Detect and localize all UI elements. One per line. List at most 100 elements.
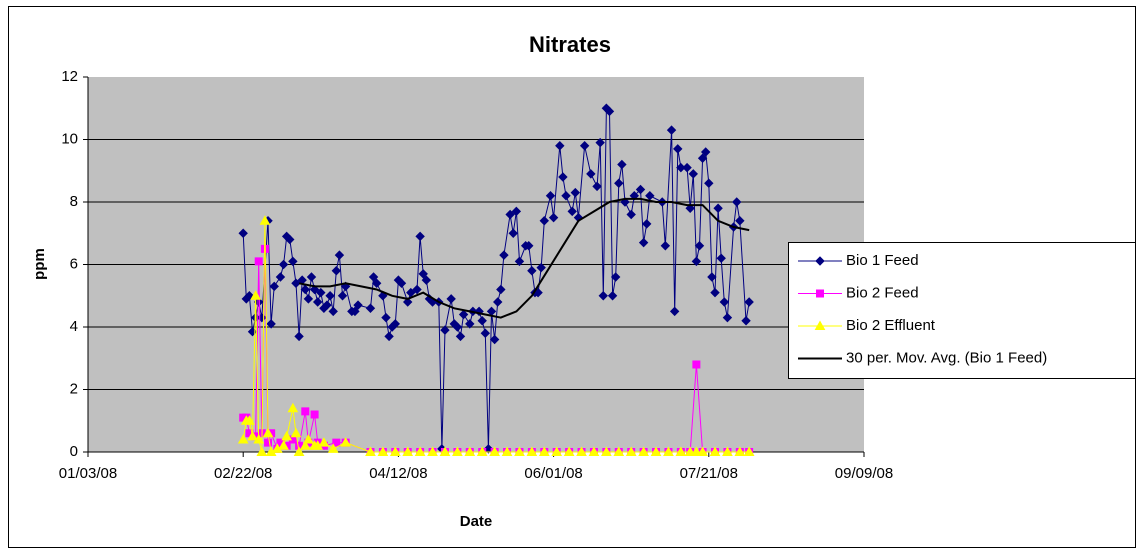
- triangle-marker: [675, 446, 687, 456]
- diamond-marker: [269, 281, 279, 292]
- square-marker: [816, 289, 824, 298]
- diamond-marker: [312, 297, 323, 307]
- triangle-marker: [663, 446, 674, 456]
- diamond-marker: [595, 137, 605, 148]
- legend-label: Bio 2 Feed: [846, 284, 919, 301]
- diamond-marker: [415, 231, 425, 242]
- series-layer: [237, 103, 755, 456]
- series-line: [298, 197, 750, 319]
- diamond-marker: [477, 316, 487, 326]
- diamond-marker: [561, 191, 571, 201]
- diamond-marker: [598, 291, 608, 301]
- diamond-marker: [688, 169, 698, 179]
- triangle-marker: [244, 415, 255, 425]
- triangle-marker: [402, 446, 414, 456]
- triangle-marker: [613, 446, 625, 456]
- diamond-marker: [694, 241, 705, 251]
- diamond-marker: [365, 303, 376, 313]
- diamond-marker: [465, 319, 475, 329]
- diamond-marker: [238, 228, 248, 238]
- diamond-marker: [291, 278, 301, 288]
- triangle-marker: [709, 446, 721, 456]
- triangle-marker: [650, 446, 662, 456]
- y-tick-label: 10: [61, 130, 78, 147]
- diamond-marker: [567, 206, 577, 217]
- x-tick-label: 07/21/08: [680, 465, 738, 482]
- x-tick-label: 04/12/08: [369, 465, 427, 482]
- diamond-marker: [275, 272, 286, 282]
- diamond-marker: [626, 209, 636, 220]
- diamond-marker: [527, 266, 537, 276]
- square-marker: [692, 360, 701, 369]
- diamond-marker: [682, 162, 692, 173]
- triangle-marker: [526, 446, 538, 456]
- diamond-marker: [685, 203, 695, 213]
- triangle-marker: [250, 290, 261, 300]
- diamond-marker: [384, 331, 394, 342]
- triangle-marker: [278, 440, 289, 450]
- series: [238, 103, 754, 454]
- diamond-marker: [511, 206, 522, 217]
- diamond-marker: [716, 253, 726, 263]
- diamond-marker: [489, 334, 500, 345]
- y-tick-label: 2: [70, 380, 78, 397]
- diamond-marker: [300, 284, 310, 295]
- diamond-marker: [480, 328, 491, 338]
- diamond-marker: [381, 312, 391, 323]
- triangle-marker: [814, 320, 826, 330]
- square-marker: [264, 438, 273, 447]
- diamond-marker: [483, 444, 494, 454]
- triangle-marker: [290, 427, 302, 438]
- diamond-marker: [368, 272, 379, 282]
- diamond-marker: [505, 209, 515, 220]
- diamond-marker: [440, 325, 450, 335]
- diamond-marker: [635, 184, 646, 195]
- triangle-marker: [514, 446, 525, 456]
- diamond-marker: [722, 312, 733, 323]
- y-tick-label: 4: [70, 318, 78, 335]
- diamond-marker: [458, 309, 469, 320]
- legend-label: Bio 2 Effluent: [846, 317, 936, 334]
- triangle-marker: [377, 446, 389, 456]
- diamond-marker: [288, 256, 298, 267]
- triangle-marker: [538, 446, 550, 456]
- diamond-marker: [421, 275, 432, 285]
- square-marker: [301, 407, 310, 416]
- triangle-marker: [476, 446, 488, 456]
- diamond-marker: [536, 262, 546, 273]
- triangle-marker: [697, 446, 708, 456]
- triangle-marker: [327, 443, 339, 453]
- triangle-marker: [427, 446, 438, 456]
- y-tick-label: 8: [70, 193, 78, 210]
- triangle-marker: [303, 433, 314, 444]
- triangle-marker: [452, 446, 463, 456]
- diamond-marker: [610, 272, 621, 282]
- chart-title: Nitrates: [529, 32, 611, 57]
- y-tick-label: 6: [70, 255, 78, 272]
- legend: [788, 242, 1136, 379]
- diamond-marker: [666, 125, 677, 135]
- diamond-marker: [278, 259, 289, 270]
- diamond-marker: [390, 319, 401, 329]
- triangle-marker: [259, 215, 271, 225]
- diamond-marker: [294, 331, 304, 342]
- diamond-marker: [316, 287, 326, 298]
- diamond-marker: [545, 191, 556, 201]
- triangle-marker: [501, 446, 513, 456]
- square-marker: [332, 438, 341, 447]
- diamond-marker: [446, 294, 456, 304]
- diamond-marker: [570, 187, 581, 198]
- x-axis-label: Date: [460, 513, 493, 530]
- triangle-marker: [576, 446, 587, 456]
- legend-label: Bio 1 Feed: [846, 252, 919, 269]
- diamond-marker: [732, 197, 742, 207]
- square-marker: [254, 257, 263, 266]
- diamond-marker: [586, 169, 596, 179]
- diamond-marker: [614, 178, 624, 188]
- y-axis-label: ppm: [31, 248, 48, 280]
- diamond-marker: [412, 284, 422, 295]
- triangle-marker: [734, 446, 746, 456]
- diamond-marker: [815, 256, 825, 266]
- diamond-marker: [403, 297, 413, 307]
- triangle-marker: [638, 446, 649, 456]
